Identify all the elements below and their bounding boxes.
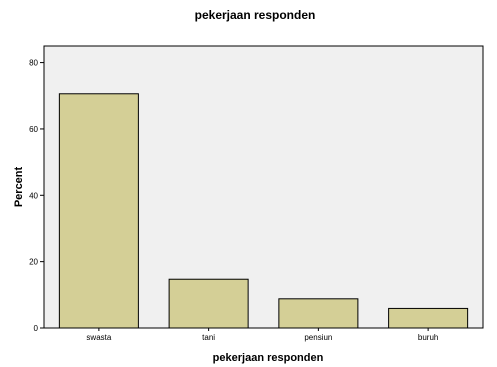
- x-axis-label: pekerjaan responden: [213, 352, 324, 364]
- x-tick-label: tani: [202, 333, 215, 342]
- bar-buruh: [388, 307, 469, 329]
- y-tick-label: 60: [29, 125, 38, 134]
- y-tick-label: 20: [29, 258, 38, 267]
- x-axis: swasta tani pensiun buruh: [86, 328, 438, 342]
- x-tick-label: buruh: [418, 333, 438, 342]
- y-tick-label: 80: [29, 59, 38, 68]
- bars-group: [58, 93, 469, 329]
- x-tick-label: swasta: [86, 333, 111, 342]
- x-tick-label: pensiun: [304, 333, 332, 342]
- y-tick-label: 40: [29, 191, 38, 200]
- bar-swasta: [58, 93, 139, 329]
- bar-pensiun: [278, 298, 359, 329]
- y-tick-label: 0: [34, 324, 39, 333]
- y-axis-label: Percent: [13, 166, 25, 207]
- chart-title: pekerjaan responden: [195, 8, 316, 22]
- bar-tani: [168, 278, 249, 329]
- y-axis: 0 20 40 60 80: [29, 59, 44, 333]
